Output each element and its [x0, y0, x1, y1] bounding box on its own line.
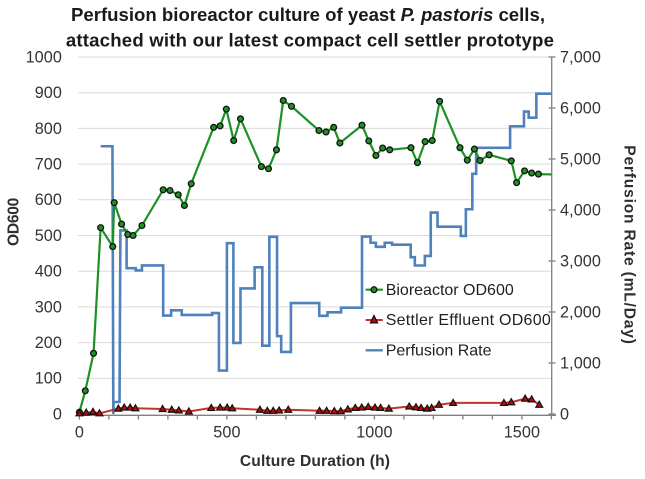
svg-text:6,000: 6,000 [560, 99, 601, 117]
svg-text:5,000: 5,000 [560, 150, 601, 168]
svg-text:400: 400 [35, 263, 62, 281]
svg-text:attached with our latest compa: attached with our latest compact cell se… [66, 29, 554, 50]
svg-text:Culture Duration (h): Culture Duration (h) [240, 453, 390, 470]
svg-text:800: 800 [35, 120, 62, 138]
svg-text:1,000: 1,000 [560, 354, 601, 372]
svg-text:0: 0 [560, 405, 569, 423]
svg-text:Perfusion bioreactor culture o: Perfusion bioreactor culture of yeast P.… [71, 4, 545, 25]
svg-text:4,000: 4,000 [560, 201, 601, 219]
svg-text:200: 200 [35, 334, 62, 352]
svg-text:Perfusion Rate (mL/Day): Perfusion Rate (mL/Day) [621, 145, 638, 345]
svg-text:300: 300 [35, 298, 62, 316]
svg-text:900: 900 [35, 84, 62, 102]
svg-text:700: 700 [35, 156, 62, 174]
svg-text:OD600: OD600 [6, 197, 23, 246]
svg-text:0: 0 [75, 424, 84, 442]
svg-text:3,000: 3,000 [560, 252, 601, 270]
svg-text:500: 500 [213, 424, 240, 442]
svg-text:1000: 1000 [356, 424, 392, 442]
svg-text:500: 500 [35, 227, 62, 245]
svg-text:1000: 1000 [26, 48, 62, 66]
svg-text:100: 100 [35, 370, 62, 388]
svg-text:0: 0 [53, 405, 62, 423]
svg-text:Bioreactor OD600: Bioreactor OD600 [386, 282, 514, 299]
svg-text:Settler Effluent OD600: Settler Effluent OD600 [386, 312, 551, 329]
svg-text:2,000: 2,000 [560, 303, 601, 321]
svg-text:Perfusion Rate: Perfusion Rate [386, 343, 492, 360]
svg-text:1500: 1500 [504, 424, 540, 442]
svg-text:600: 600 [35, 191, 62, 209]
svg-text:7,000: 7,000 [560, 48, 601, 66]
